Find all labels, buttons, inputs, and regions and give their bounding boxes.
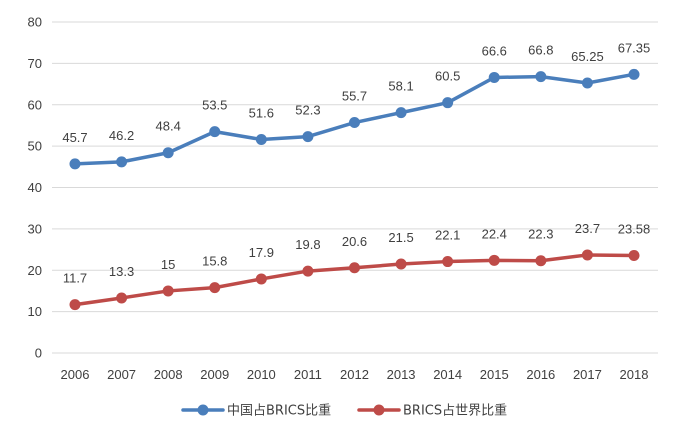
y-tick-label: 20 xyxy=(28,263,42,278)
y-axis-ticks: 0 10 20 30 40 50 60 70 80 xyxy=(28,15,42,361)
y-tick-label: 10 xyxy=(28,304,42,319)
data-label: 23.7 xyxy=(575,221,600,236)
x-tick-label: 2017 xyxy=(573,367,602,382)
data-label: 15 xyxy=(161,257,175,272)
legend-swatch-marker xyxy=(373,404,385,416)
data-point xyxy=(349,117,360,129)
x-tick-label: 2015 xyxy=(480,367,509,382)
y-tick-label: 40 xyxy=(28,180,42,195)
x-tick-label: 2016 xyxy=(526,367,555,382)
data-point xyxy=(628,249,640,261)
x-tick-label: 2008 xyxy=(154,367,183,382)
data-label: 48.4 xyxy=(156,119,181,134)
y-tick-label: 70 xyxy=(28,56,42,71)
data-point xyxy=(302,131,314,143)
x-tick-label: 2018 xyxy=(620,367,649,382)
data-point xyxy=(116,292,128,304)
x-tick-label: 2013 xyxy=(387,367,416,382)
data-label: 22.4 xyxy=(482,226,507,241)
data-point xyxy=(488,71,500,83)
gridlines xyxy=(52,21,658,354)
data-label: 60.5 xyxy=(435,69,460,84)
data-point xyxy=(349,262,360,274)
data-point xyxy=(255,134,267,146)
x-tick-label: 2014 xyxy=(433,367,462,382)
series-layer xyxy=(69,68,640,311)
y-tick-label: 50 xyxy=(28,139,42,154)
legend-entry: BRICS占世界比重 xyxy=(403,403,507,419)
data-label: 66.6 xyxy=(482,43,507,58)
data-label: 65.25 xyxy=(571,49,604,64)
data-label: 21.5 xyxy=(388,230,413,245)
data-point xyxy=(535,255,547,267)
data-point xyxy=(255,273,267,285)
data-label: 53.5 xyxy=(202,98,227,113)
data-point xyxy=(209,126,221,138)
data-point xyxy=(488,254,500,266)
x-tick-label: 2012 xyxy=(340,367,369,382)
x-tick-label: 2009 xyxy=(200,367,229,382)
x-axis-ticks: 2006 2007 2008 2009 2010 2011 2012 2013 2014 2015… xyxy=(61,367,649,382)
data-point xyxy=(209,282,221,294)
legend: 中国占BRICS比重 BRICS占世界比重 xyxy=(181,403,507,419)
data-label: 17.9 xyxy=(249,245,274,260)
data-point xyxy=(302,265,314,277)
data-point xyxy=(581,249,593,261)
x-tick-label: 2011 xyxy=(294,367,322,382)
y-tick-label: 80 xyxy=(28,15,42,30)
data-label: 11.7 xyxy=(63,271,87,286)
data-point xyxy=(395,107,407,119)
data-label: 51.6 xyxy=(249,106,274,121)
x-tick-label: 2007 xyxy=(107,367,136,382)
data-point xyxy=(162,285,174,297)
data-label: 22.1 xyxy=(435,228,460,243)
data-label: 45.7 xyxy=(62,130,87,145)
data-label: 67.35 xyxy=(618,40,651,55)
legend-entry: 中国占BRICS比重 xyxy=(227,403,331,419)
data-point xyxy=(395,258,407,270)
data-point xyxy=(442,97,454,109)
data-point xyxy=(581,77,593,89)
y-tick-label: 60 xyxy=(28,97,42,112)
data-label: 20.6 xyxy=(342,234,367,249)
data-label: 13.3 xyxy=(109,264,134,279)
data-point xyxy=(69,299,81,311)
data-label: 55.7 xyxy=(342,89,367,104)
data-label: 66.8 xyxy=(528,43,553,58)
data-point xyxy=(116,156,128,168)
data-label: 19.8 xyxy=(295,237,320,252)
y-tick-label: 30 xyxy=(28,221,42,236)
data-label: 22.3 xyxy=(528,227,553,242)
data-point xyxy=(535,71,547,83)
data-label: 46.2 xyxy=(109,128,134,143)
data-point xyxy=(442,256,454,268)
data-point xyxy=(162,147,174,159)
legend-swatch-marker xyxy=(197,404,209,416)
data-label: 52.3 xyxy=(295,103,320,118)
x-tick-label: 2010 xyxy=(247,367,276,382)
data-labels: 45.7 46.2 48.4 53.5 51.6 52.3 55.7 58.1 60.5 66.6… xyxy=(62,40,650,285)
y-tick-label: 0 xyxy=(35,346,42,361)
data-label: 58.1 xyxy=(388,79,413,94)
x-tick-label: 2006 xyxy=(61,367,90,382)
data-point xyxy=(69,158,81,170)
data-label: 23.58 xyxy=(618,221,651,236)
data-point xyxy=(628,68,640,80)
data-label: 15.8 xyxy=(202,254,227,269)
